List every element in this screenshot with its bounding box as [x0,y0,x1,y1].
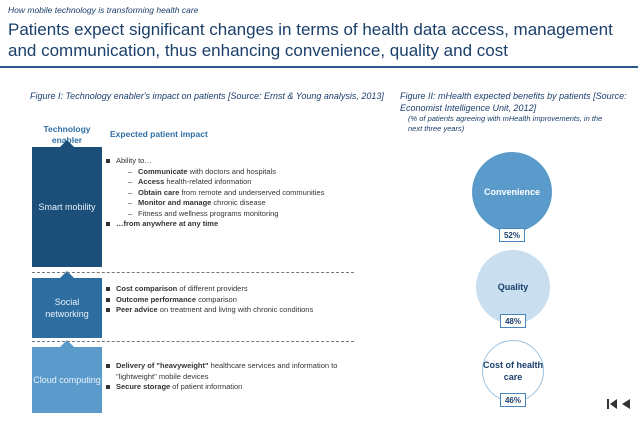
list-item: – Monitor and manage chronic disease [128,198,266,207]
list-item: – Obtain care from remote and underserved… [128,187,325,197]
list-item: Cost comparison of different providers [106,284,356,295]
bullet-icon [106,308,110,312]
section-divider [32,272,354,273]
skip-back-icon[interactable] [606,398,618,410]
list-item: – Access health-related information [128,177,252,186]
kicker-text: How mobile technology is transforming he… [8,5,199,15]
list-item: Ability to… [106,156,356,167]
bullet-icon [106,297,110,302]
benefit-convenience: Convenience [472,152,552,232]
benefit-convenience-value: 52% [499,228,525,242]
play-back-icon[interactable] [620,398,632,410]
title-divider [0,66,638,68]
impact-list-cloud: Delivery of "heavyweight" healthcare ser… [106,361,356,393]
benefit-quality: Quality [476,250,550,324]
smart-arrow-icon [60,140,74,147]
benefit-cost-value: 46% [500,393,526,407]
enabler-social-networking: Social networking [32,278,102,338]
list-item: Outcome performance comparison [106,295,356,306]
list-item: – Fitness and wellness programs monitorin… [128,208,279,218]
impact-list-social: Cost comparison of different providers O… [106,284,356,316]
social-arrow-icon [60,271,74,278]
bullet-icon [106,222,110,226]
column-header-impact: Expected patient impact [110,129,208,139]
page-title: Patients expect significant changes in t… [8,20,613,60]
list-item: …from anywhere at any time [106,219,356,230]
bullet-icon [106,364,110,368]
bullet-icon [106,159,110,163]
list-item: – Communicate with doctors and hospitals [128,166,276,176]
benefit-quality-value: 48% [500,314,526,328]
impact-list-smart: Ability to… – Communicate with doctors an… [106,156,356,230]
bullet-icon [106,385,110,389]
figure2-caption: Figure II: mHealth expected benefits by … [400,91,627,113]
cloud-arrow-icon [60,340,74,347]
figure2-note: (% of patients agreeing with mHealth imp… [408,114,603,133]
bullet-icon [106,287,110,291]
section-divider [32,341,354,342]
list-item: Delivery of "heavyweight" healthcare ser… [106,361,356,382]
enabler-cloud-computing: Cloud computing [32,347,102,413]
enabler-smart-mobility: Smart mobility [32,147,102,267]
list-item: Secure storage of patient information [106,382,356,393]
figure1-caption: Figure I: Technology enabler's impact on… [30,91,384,101]
list-item: Peer advice on treatment and living with… [106,305,356,316]
